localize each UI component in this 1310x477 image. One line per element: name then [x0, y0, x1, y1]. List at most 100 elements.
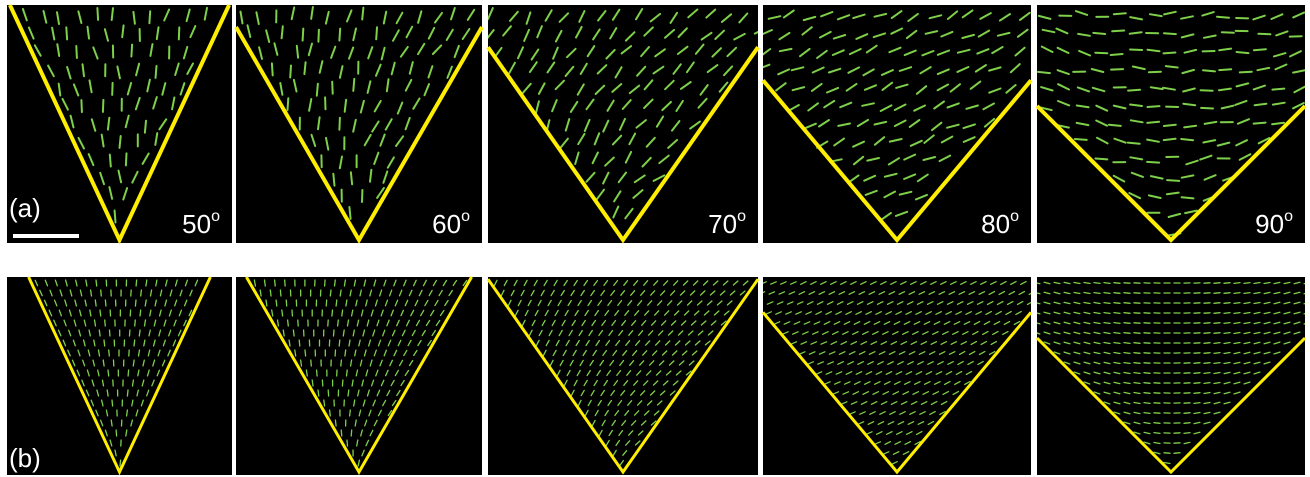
director [856, 301, 864, 305]
director [425, 319, 431, 327]
director [826, 86, 840, 94]
wedge-boundary [8, 4, 231, 245]
director [85, 389, 90, 397]
director [439, 309, 445, 317]
director [936, 68, 950, 76]
director [795, 311, 802, 315]
director [1015, 310, 1022, 316]
director [860, 341, 868, 345]
director [239, 10, 244, 25]
director [1009, 63, 1021, 74]
director [1183, 431, 1191, 435]
director [936, 83, 950, 92]
director [90, 118, 97, 132]
director [1056, 69, 1070, 76]
director [855, 311, 862, 315]
director [367, 46, 374, 60]
director [998, 290, 1006, 296]
director [1180, 196, 1195, 200]
director [280, 25, 284, 40]
director [603, 279, 609, 287]
wedge-boundary [761, 79, 1033, 244]
director [888, 351, 896, 355]
director [310, 6, 314, 20]
director [864, 189, 878, 196]
director [390, 379, 395, 387]
director [942, 390, 950, 396]
director [847, 174, 860, 184]
director [186, 62, 194, 75]
director [343, 98, 348, 113]
director [1103, 391, 1111, 395]
director [349, 359, 353, 367]
director [776, 301, 784, 305]
director [1148, 13, 1163, 18]
director [102, 359, 105, 367]
director [860, 281, 867, 285]
director [1283, 341, 1291, 345]
director [614, 66, 623, 79]
director [1293, 291, 1301, 295]
director [890, 27, 904, 35]
director [1200, 106, 1214, 110]
director [295, 44, 300, 59]
panel-b-60 [236, 276, 482, 475]
director [798, 291, 806, 295]
director [149, 309, 152, 317]
director [1113, 321, 1121, 325]
director [1234, 99, 1248, 106]
director [118, 135, 122, 149]
director [900, 281, 907, 285]
director [877, 421, 885, 425]
director [714, 29, 725, 40]
director [143, 319, 147, 327]
director [1238, 70, 1253, 74]
director [979, 12, 992, 20]
panel-a-50: 50o [7, 4, 232, 245]
director [703, 310, 710, 316]
director [1073, 291, 1081, 295]
director [105, 409, 109, 417]
director [694, 43, 705, 55]
director [957, 360, 964, 366]
director [1203, 411, 1211, 415]
director [333, 279, 336, 287]
director [837, 122, 851, 127]
director [905, 311, 912, 315]
director [938, 291, 946, 295]
director [564, 309, 569, 317]
director [361, 379, 365, 387]
director [1183, 124, 1198, 129]
director [530, 289, 535, 297]
director [892, 451, 900, 455]
director [978, 291, 986, 295]
director [896, 301, 904, 305]
director [853, 381, 861, 385]
director [831, 49, 845, 56]
director [620, 45, 633, 55]
director [1193, 411, 1201, 415]
director [617, 399, 623, 407]
director [863, 321, 871, 325]
director [407, 339, 412, 347]
director [880, 212, 892, 221]
director [598, 329, 604, 337]
director [366, 80, 372, 94]
director [1123, 351, 1131, 355]
director [622, 350, 628, 356]
director [872, 391, 880, 395]
director [1043, 291, 1051, 295]
director [1223, 321, 1231, 325]
director [581, 319, 586, 327]
director [614, 409, 620, 417]
director [970, 340, 978, 346]
director [676, 45, 689, 55]
director [1113, 331, 1121, 335]
director [1077, 32, 1091, 37]
director [350, 309, 354, 317]
director [361, 6, 365, 21]
director [404, 299, 409, 307]
director [633, 174, 646, 184]
director [379, 359, 383, 367]
panel-b-90 [1035, 277, 1307, 475]
